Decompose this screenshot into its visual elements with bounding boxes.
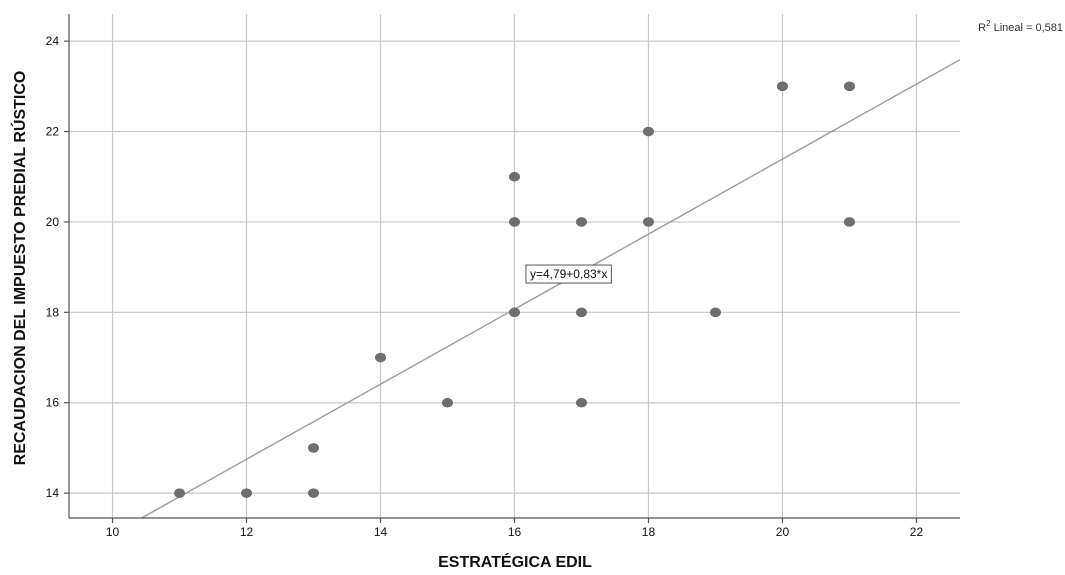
regression-line-group [141, 59, 961, 519]
grid [69, 14, 960, 518]
r-squared-value: Lineal = 0,581 [991, 22, 1063, 34]
data-point-17 [843, 81, 855, 92]
y-tick-label-22: 22 [46, 125, 60, 139]
data-points [174, 81, 855, 498]
x-tick-label-12: 12 [240, 525, 254, 539]
data-point-15 [776, 81, 788, 92]
data-point-7 [509, 217, 520, 227]
data-point-5 [442, 397, 454, 408]
annotations: y=4,79+0,83*x R2 Lineal = 0,581 [525, 19, 1063, 284]
y-tick-label-20: 20 [46, 215, 60, 229]
data-point-12 [642, 217, 654, 227]
equation-label: y=4,79+0,83*x [530, 267, 607, 281]
x-tick-label-22: 22 [910, 525, 924, 539]
regression-line [141, 59, 961, 519]
equation-box [525, 264, 612, 284]
data-point-3 [308, 443, 320, 453]
r-squared-label: R2 Lineal = 0,581 [978, 19, 1063, 34]
y-tick-label-16: 16 [46, 396, 60, 410]
x-tick-label-20: 20 [776, 525, 790, 539]
data-point-2 [308, 488, 320, 498]
data-point-4 [375, 352, 387, 363]
data-point-16 [843, 217, 855, 227]
data-point-13 [642, 126, 654, 137]
x-tick-label-18: 18 [642, 525, 656, 539]
data-point-14 [709, 307, 721, 318]
r-squared-superscript: 2 [986, 19, 991, 28]
x-tick-label-10: 10 [106, 525, 120, 539]
x-tick-label-14: 14 [374, 525, 388, 539]
y-tick-label-18: 18 [46, 305, 60, 319]
x-axis-title: ESTRATÉGICA EDIL [438, 552, 592, 571]
r-squared-prefix: R [978, 22, 986, 34]
data-point-1 [241, 488, 253, 498]
data-point-8 [509, 171, 520, 182]
y-tick-label-14: 14 [46, 486, 60, 500]
data-point-11 [575, 217, 587, 227]
data-point-6 [509, 307, 520, 318]
data-point-10 [575, 307, 587, 318]
data-point-0 [174, 488, 186, 498]
y-axis-title: RECAUDACION DEL IMPUESTO PREDIAL RÚSTICO [10, 71, 29, 466]
tick-labels: 10 12 14 16 18 20 22 14 16 18 20 22 24 [46, 34, 924, 539]
y-tick-label-24: 24 [46, 34, 60, 48]
x-tick-label-16: 16 [508, 525, 522, 539]
data-point-9 [575, 397, 587, 408]
